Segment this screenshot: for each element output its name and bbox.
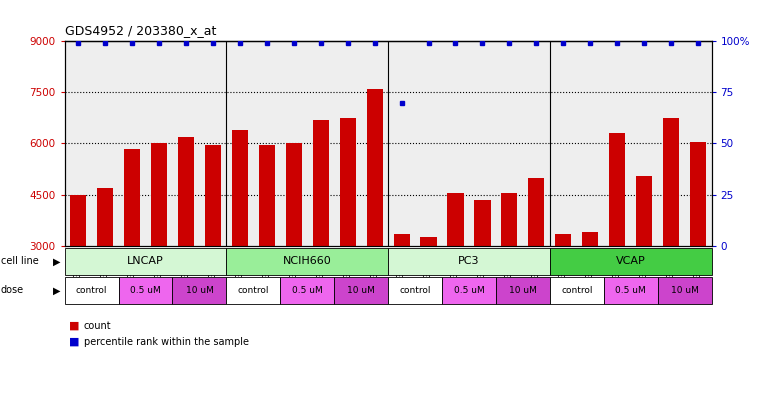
Bar — [259, 145, 275, 246]
Bar — [690, 142, 706, 246]
Bar — [65, 248, 227, 275]
Text: GDS4952 / 203380_x_at: GDS4952 / 203380_x_at — [65, 24, 216, 37]
Bar — [663, 118, 679, 246]
Text: 10 uM: 10 uM — [509, 286, 537, 295]
Text: 10 uM: 10 uM — [670, 286, 699, 295]
Text: LNCAP: LNCAP — [127, 256, 164, 266]
Bar — [636, 176, 652, 246]
Text: 0.5 uM: 0.5 uM — [130, 286, 161, 295]
Text: control: control — [561, 286, 593, 295]
Bar — [496, 277, 550, 304]
Text: ▶: ▶ — [53, 256, 61, 266]
Text: percentile rank within the sample: percentile rank within the sample — [84, 336, 249, 347]
Bar — [124, 149, 140, 246]
Bar — [97, 188, 113, 246]
Bar — [388, 248, 550, 275]
Text: cell line: cell line — [1, 256, 39, 266]
Bar — [528, 178, 544, 246]
Bar — [178, 137, 194, 246]
Text: control: control — [237, 286, 269, 295]
Bar — [367, 89, 383, 246]
Bar — [556, 234, 572, 246]
Text: 10 uM: 10 uM — [186, 286, 213, 295]
Bar — [151, 143, 167, 246]
Bar — [285, 143, 302, 246]
Text: dose: dose — [1, 285, 24, 296]
Bar — [65, 277, 119, 304]
Bar — [474, 200, 491, 246]
Bar — [227, 248, 388, 275]
Text: VCAP: VCAP — [616, 256, 645, 266]
Bar — [447, 193, 463, 246]
Bar — [442, 277, 496, 304]
Text: ■: ■ — [68, 321, 79, 331]
Bar — [173, 277, 227, 304]
Text: ▶: ▶ — [53, 285, 61, 296]
Bar — [609, 133, 626, 246]
Bar — [313, 119, 329, 246]
Bar — [334, 277, 388, 304]
Bar — [280, 277, 334, 304]
Bar — [227, 277, 280, 304]
Bar — [658, 277, 712, 304]
Bar — [501, 193, 517, 246]
Text: 0.5 uM: 0.5 uM — [454, 286, 484, 295]
Bar — [70, 195, 86, 246]
Text: control: control — [76, 286, 107, 295]
Bar — [119, 277, 173, 304]
Text: count: count — [84, 321, 111, 331]
Bar — [232, 130, 248, 246]
Bar — [339, 118, 356, 246]
Text: 0.5 uM: 0.5 uM — [616, 286, 646, 295]
Text: 10 uM: 10 uM — [347, 286, 375, 295]
Text: ■: ■ — [68, 336, 79, 347]
Bar — [388, 277, 442, 304]
Bar — [205, 145, 221, 246]
Text: PC3: PC3 — [458, 256, 479, 266]
Bar — [393, 234, 409, 246]
Bar — [421, 237, 437, 246]
Bar — [550, 248, 712, 275]
Text: control: control — [400, 286, 431, 295]
Text: 0.5 uM: 0.5 uM — [292, 286, 323, 295]
Text: NCIH660: NCIH660 — [283, 256, 332, 266]
Bar — [603, 277, 658, 304]
Bar — [582, 232, 598, 246]
Bar — [550, 277, 603, 304]
